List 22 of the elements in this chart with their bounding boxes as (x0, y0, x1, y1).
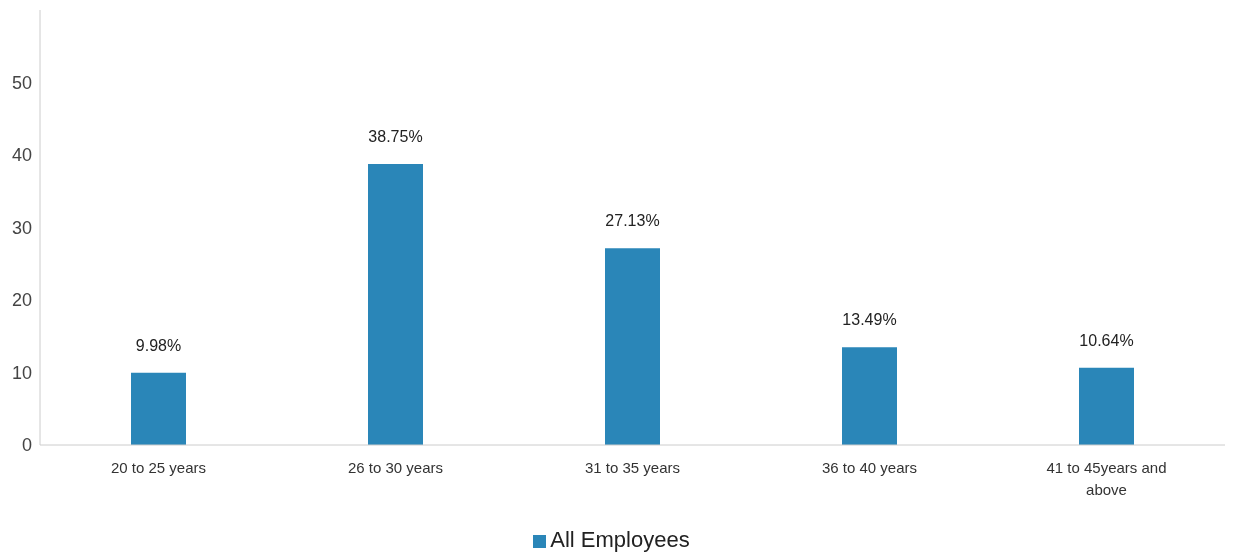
bar (842, 347, 897, 445)
data-label: 9.98% (135, 336, 182, 354)
legend-label: All Employees (550, 527, 690, 552)
y-tick-label: 50 (11, 72, 32, 93)
x-tick-label: 41 to 45years and above (1046, 459, 1167, 498)
data-label: 10.64% (1079, 331, 1134, 349)
data-label: 13.49% (842, 311, 897, 329)
x-tick-label: 36 to 40 years (821, 459, 918, 476)
y-tick-label: 0 (21, 435, 32, 456)
data-label: 27.13% (605, 212, 660, 230)
y-tick-label: 20 (11, 290, 32, 311)
x-tick-label: 31 to 35 years (584, 459, 681, 476)
bar (368, 164, 423, 445)
y-tick-label: 30 (11, 217, 32, 238)
bar (605, 248, 660, 445)
bar (131, 372, 186, 445)
x-tick-label: 26 to 30 years (347, 459, 444, 476)
y-tick-label: 10 (11, 362, 32, 383)
x-tick-label: 20 to 25 years (110, 459, 207, 476)
data-label: 38.75% (368, 128, 423, 146)
y-tick-label: 40 (11, 145, 32, 166)
bar (1079, 367, 1134, 445)
